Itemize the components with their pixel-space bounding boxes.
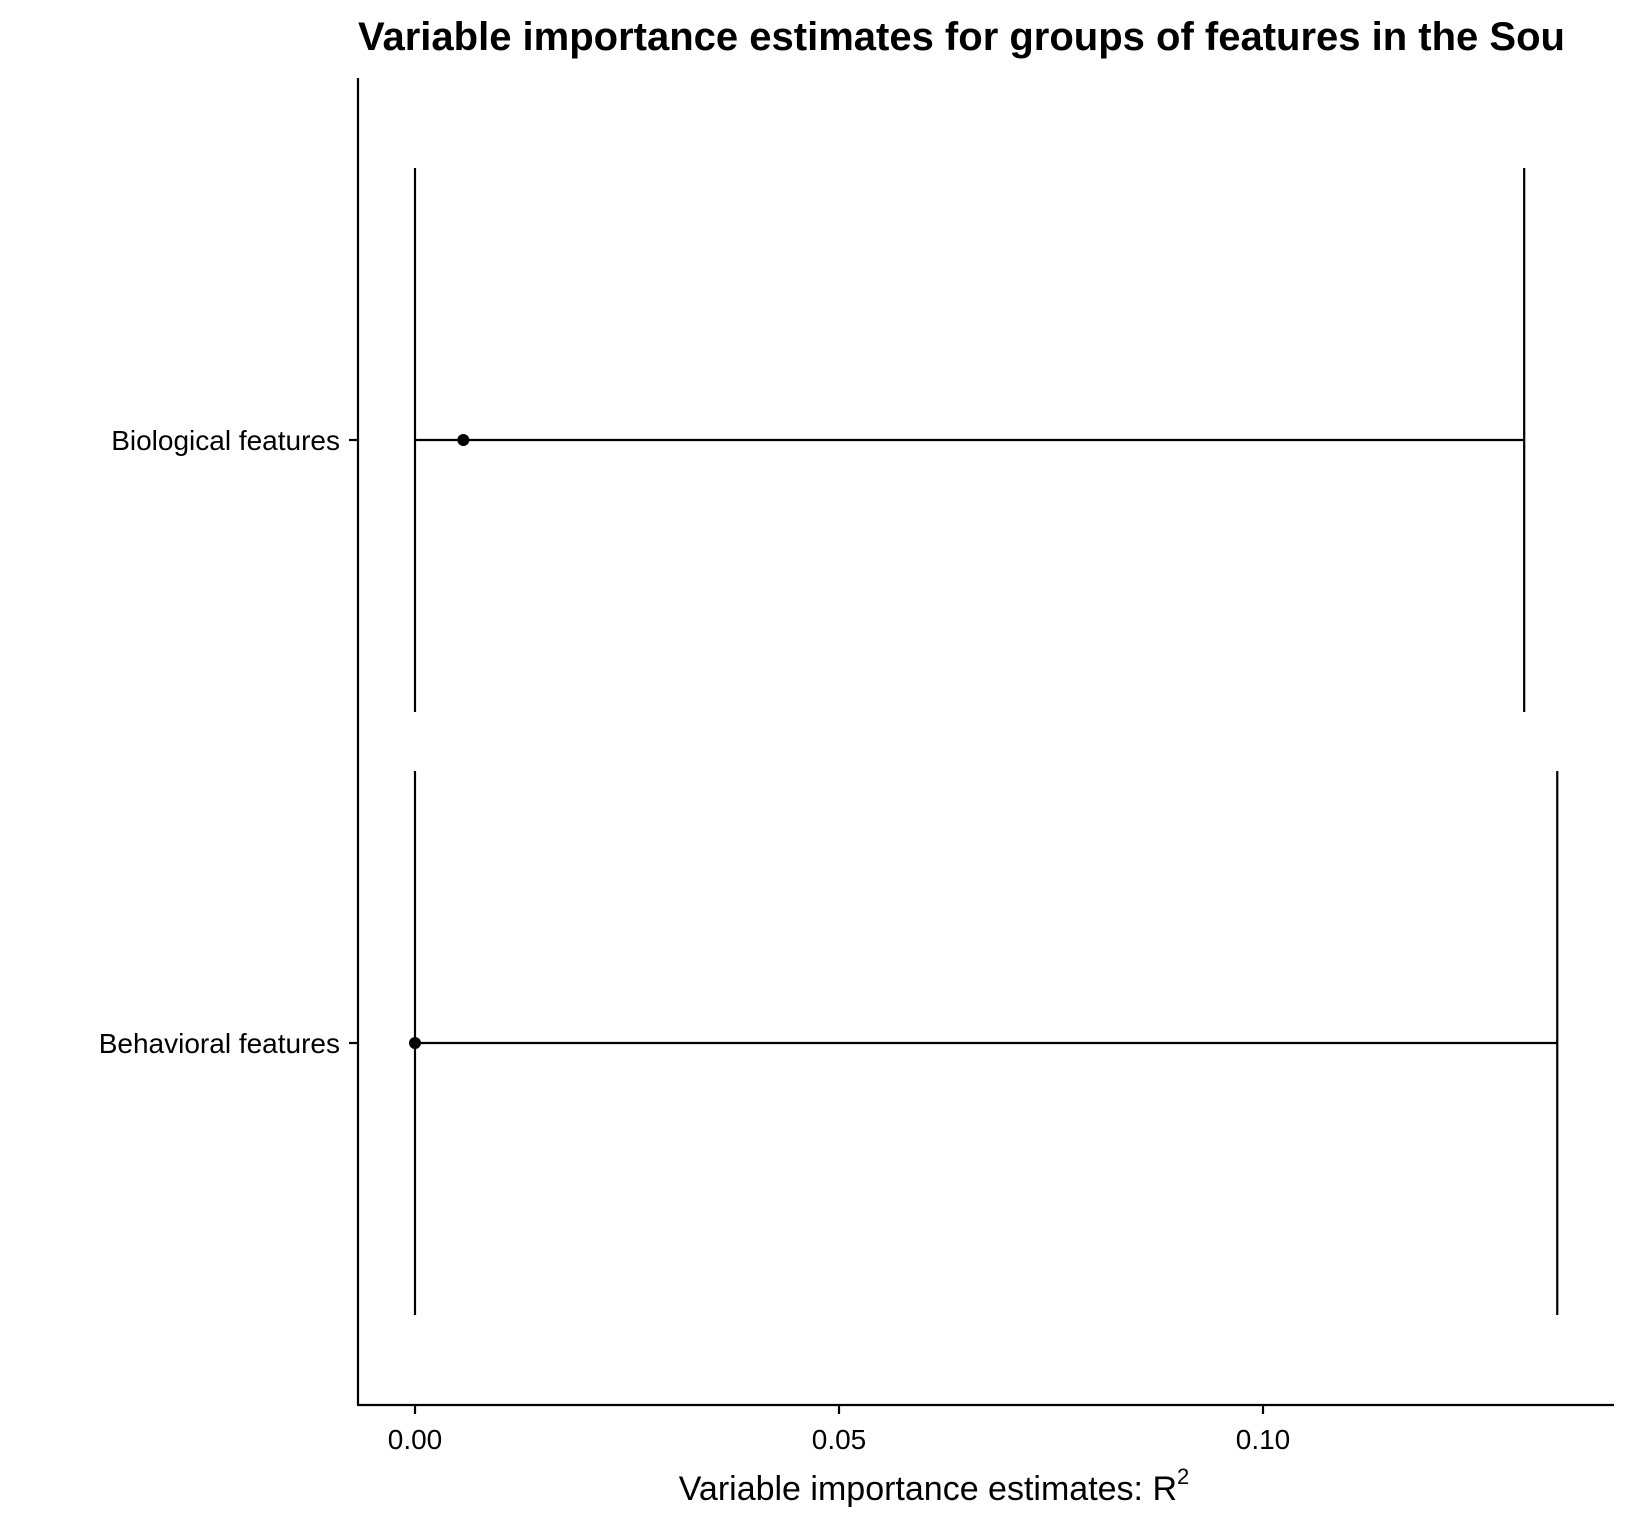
x-tick-label-0-10: 0.10 xyxy=(1236,1424,1291,1455)
estimate-point-biological-features xyxy=(457,434,470,446)
chart-title: Variable importance estimates for groups… xyxy=(358,15,1565,59)
x-axis-title-superscript: 2 xyxy=(1177,1464,1189,1489)
x-ticks-layer: 0.00 0.05 0.10 xyxy=(388,1405,1291,1455)
marks-layer xyxy=(409,168,1559,1315)
y-tick-label-behavioral-features: Behavioral features xyxy=(99,1028,340,1059)
x-tick-label-0-00: 0.00 xyxy=(388,1424,443,1455)
x-tick-label-0-05: 0.05 xyxy=(812,1424,867,1455)
y-ticks-layer: Biological features Behavioral features xyxy=(99,425,358,1059)
y-tick-label-biological-features: Biological features xyxy=(111,425,340,456)
x-axis-title: Variable importance estimates: R2 xyxy=(679,1464,1190,1508)
estimate-point-behavioral-features xyxy=(409,1037,421,1049)
x-axis-title-main: Variable importance estimates: R xyxy=(679,1470,1177,1508)
